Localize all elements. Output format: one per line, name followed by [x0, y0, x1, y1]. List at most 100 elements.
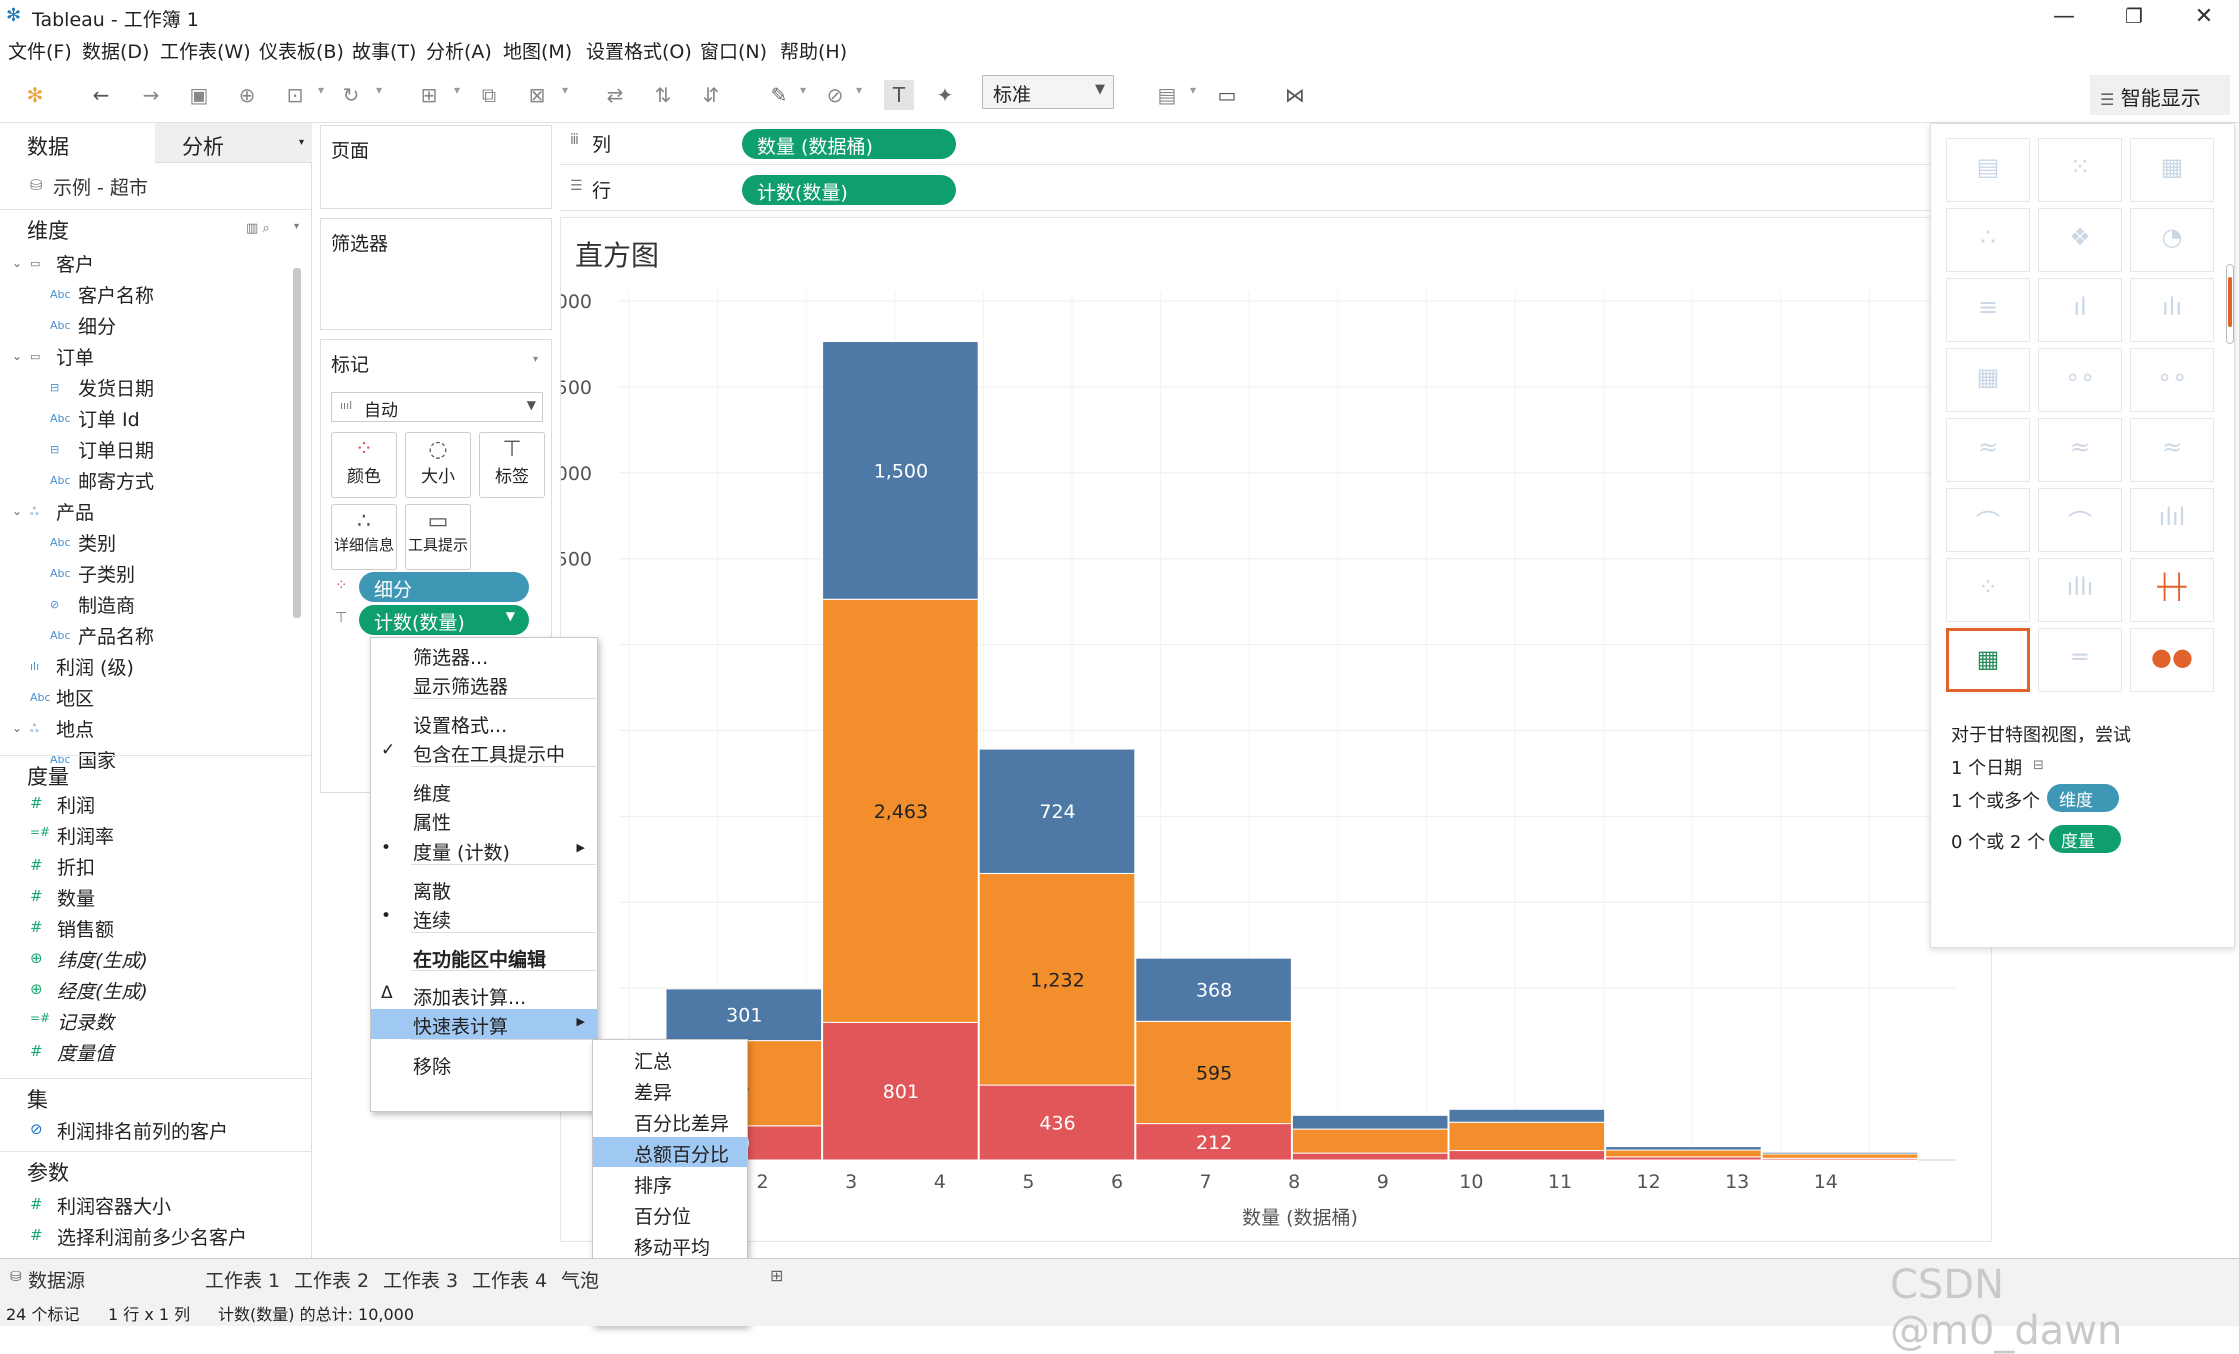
mark-type-select[interactable]: ıııl 自动 ▼ — [331, 392, 543, 422]
dimension-item[interactable]: 国家 — [78, 750, 117, 772]
dimension-item[interactable]: 制造商 — [78, 595, 136, 617]
sort-desc-icon[interactable]: ⇵ — [702, 83, 720, 107]
chart-type-dual-lines[interactable]: ≈ — [2130, 418, 2214, 482]
quick-calc-item[interactable]: 排序 — [593, 1168, 747, 1198]
chart-type-area-discrete[interactable]: ⌒ — [2038, 488, 2122, 552]
quantity-bin-pill[interactable]: 数量 (数据桶) — [742, 129, 956, 159]
chevron-down-icon[interactable]: ⌄ — [12, 256, 23, 270]
duplicate-sheet-icon[interactable]: ⧉ — [481, 83, 497, 107]
tab-sheet-2[interactable]: 工作表 2 — [294, 1270, 370, 1292]
chart-type-lines-discrete[interactable]: ≈ — [2038, 418, 2122, 482]
context-menu-item[interactable]: 设置格式... — [371, 708, 597, 738]
measure-item[interactable]: 经度(生成) — [57, 981, 148, 1003]
measure-item[interactable]: 利润率 — [57, 826, 115, 848]
quick-calc-item[interactable]: 移动平均 — [593, 1230, 747, 1260]
new-sheet-icon[interactable]: ⊞ — [770, 1266, 784, 1285]
chart-type-heat-map[interactable]: ⁙ — [2038, 138, 2122, 202]
measure-item[interactable]: 销售额 — [57, 919, 115, 941]
tab-bubble[interactable]: 气泡 — [561, 1270, 600, 1292]
measure-item[interactable]: 度量值 — [57, 1043, 115, 1065]
bar-segment-blue[interactable] — [1448, 1108, 1606, 1123]
highlight-icon[interactable]: ✎ — [770, 83, 788, 107]
segment-pill[interactable]: 细分 — [359, 572, 529, 602]
datasource-name[interactable]: 示例 - 超市 — [53, 177, 148, 199]
dimension-item[interactable]: 产品名称 — [78, 626, 155, 648]
chart-type-bullet[interactable]: ═ — [2038, 628, 2122, 692]
dimension-item[interactable]: 类别 — [78, 533, 117, 555]
count-quantity-pill[interactable]: 计数(数量) ▼ — [359, 605, 529, 635]
filters-shelf[interactable]: 筛选器 — [320, 218, 552, 330]
sort-asc-icon[interactable]: ⇅ — [654, 83, 672, 107]
chart-type-horizontal-bars[interactable]: ≡ — [1946, 278, 2030, 342]
quick-calc-item[interactable]: 汇总 — [593, 1044, 747, 1074]
chart-type-symbol-map[interactable]: ∴ — [1946, 208, 2030, 272]
smart-show-button[interactable]: ☰ 智能显示 — [2090, 75, 2230, 115]
bar-segment-orange[interactable] — [1291, 1128, 1449, 1154]
tab-analytics[interactable]: 分析 ▾ — [155, 123, 312, 163]
chevron-down-icon[interactable]: ▾ — [294, 221, 300, 232]
color-button[interactable]: ⁘ 颜色 — [331, 432, 397, 498]
columns-shelf[interactable]: ⅲ 列 数量 (数据桶) — [560, 123, 2060, 165]
bar-segment-red[interactable] — [1291, 1152, 1449, 1161]
dropdown-icon[interactable]: ▾ — [454, 83, 461, 97]
dropdown-icon[interactable]: ▾ — [376, 83, 383, 97]
bar-segment-orange[interactable] — [1761, 1153, 1919, 1159]
dimension-item[interactable]: 细分 — [78, 316, 117, 338]
dimension-item[interactable]: 地区 — [56, 688, 95, 710]
chart-type-text-table[interactable]: ▤ — [1946, 138, 2030, 202]
menu-story[interactable]: 故事(T) — [352, 41, 417, 63]
chart-type-dual-combination[interactable]: ılıl — [2130, 488, 2214, 552]
chart-type-circle-views[interactable]: ∘∘ — [2038, 348, 2122, 412]
bar-segment-blue[interactable] — [1291, 1114, 1449, 1130]
measure-item[interactable]: 折扣 — [57, 857, 96, 879]
bar-segment-orange[interactable] — [1448, 1121, 1606, 1152]
chart-type-packed-bubbles[interactable]: ●● — [2130, 628, 2214, 692]
context-menu-item[interactable]: Δ 添加表计算... — [371, 980, 597, 1010]
dimension-item[interactable]: 客户 — [56, 254, 95, 276]
measure-item[interactable]: 数量 — [57, 888, 96, 910]
menu-help[interactable]: 帮助(H) — [780, 41, 848, 63]
menu-file[interactable]: 文件(F) — [8, 41, 72, 63]
pause-update-icon[interactable]: ⊡ — [286, 83, 304, 107]
undo-icon[interactable]: ← — [92, 83, 110, 107]
chevron-down-icon[interactable]: ⌄ — [12, 504, 23, 518]
menu-data[interactable]: 数据(D) — [82, 41, 150, 63]
context-menu-item[interactable]: 显示筛选器 — [371, 669, 597, 699]
tab-sheet-3[interactable]: 工作表 3 — [383, 1270, 459, 1292]
quick-calc-item[interactable]: 百分比差异 — [593, 1106, 747, 1136]
context-menu-item[interactable]: 在功能区中编辑 — [371, 942, 597, 972]
tab-data[interactable]: 数据 — [0, 123, 155, 163]
size-button[interactable]: ◌ 大小 — [405, 432, 471, 498]
bar-segment-orange[interactable] — [822, 598, 979, 1023]
dimension-item[interactable]: 邮寄方式 — [78, 471, 155, 493]
dropdown-icon[interactable]: ▾ — [318, 83, 325, 97]
label-button[interactable]: ⊤ 标签 — [479, 432, 545, 498]
quick-calc-item[interactable]: 差异 — [593, 1075, 747, 1105]
redo-icon[interactable]: → — [142, 83, 160, 107]
share-icon[interactable]: ⋈ — [1285, 83, 1305, 107]
close-icon[interactable]: ✕ — [2194, 4, 2214, 29]
view-toggle-icon[interactable]: ▥ ⌕ — [246, 221, 270, 236]
dimension-item[interactable]: 客户名称 — [78, 285, 155, 307]
show-labels-icon[interactable]: T — [884, 80, 914, 110]
menu-worksheet[interactable]: 工作表(W) — [160, 41, 251, 63]
chevron-down-icon[interactable]: ⌄ — [12, 349, 23, 363]
scrollbar-thumb[interactable] — [2226, 264, 2234, 344]
bar-segment-blue[interactable] — [665, 988, 823, 1042]
fit-select[interactable]: 标准 ▼ — [982, 75, 1114, 109]
chart-type-stacked-bars[interactable]: ıl — [2038, 278, 2122, 342]
chart-type-treemap[interactable]: ▦ — [1946, 348, 2030, 412]
clear-sheet-icon[interactable]: ⊠ — [528, 83, 546, 107]
bar-segment-red[interactable] — [978, 1084, 1136, 1161]
tab-sheet-4[interactable]: 工作表 4 — [472, 1270, 548, 1292]
refresh-icon[interactable]: ↻ — [342, 83, 360, 107]
bar-segment-red[interactable] — [1448, 1150, 1606, 1161]
context-menu-item[interactable]: 离散 — [371, 874, 597, 904]
tooltip-button[interactable]: ▭ 工具提示 — [405, 504, 471, 570]
swap-icon[interactable]: ⇄ — [606, 83, 624, 107]
bar-segment-blue[interactable] — [822, 341, 979, 600]
dimension-item[interactable]: 地点 — [56, 719, 95, 741]
dimension-item[interactable]: 订单 — [56, 347, 95, 369]
dimension-item[interactable]: 订单日期 — [78, 440, 155, 462]
dimension-item[interactable]: 利润 (级) — [56, 657, 134, 679]
